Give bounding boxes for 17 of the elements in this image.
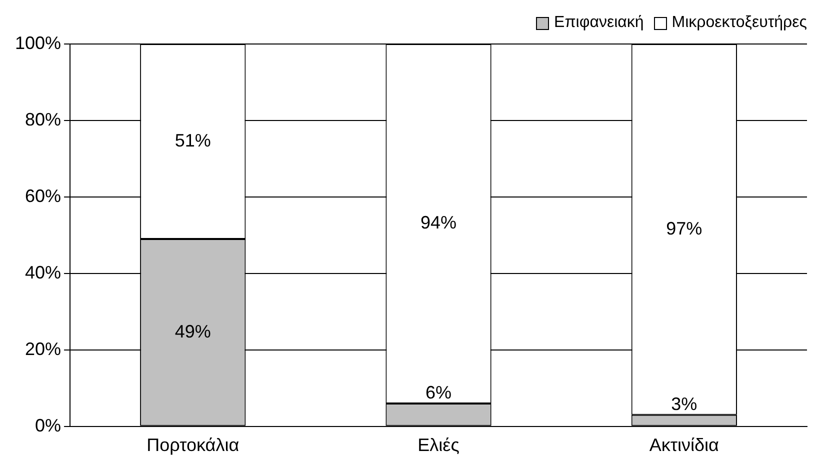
y-tick-label: 80%	[25, 109, 62, 130]
y-tick-label: 0%	[35, 415, 62, 436]
legend-label: Επιφανειακή	[554, 14, 644, 32]
y-tick-label: 40%	[25, 262, 62, 282]
text: 6%	[426, 382, 452, 402]
y-tick-label: 100%	[14, 32, 62, 53]
x-tick-label: Πορτοκάλια	[146, 435, 240, 456]
y-tick-label: 20%	[25, 338, 62, 359]
text: 94%	[420, 212, 457, 233]
text: 3%	[671, 394, 698, 414]
series-label: Μικροεκτοξευτήρες	[672, 14, 807, 32]
x-tick-label: Ακτινίδια	[649, 435, 719, 456]
x-tick-label: Ελιές	[418, 435, 460, 456]
text: 51%	[174, 130, 211, 150]
y-tick-label: 60%	[25, 186, 62, 206]
text: 49%	[174, 321, 211, 342]
text: 97%	[666, 218, 702, 238]
